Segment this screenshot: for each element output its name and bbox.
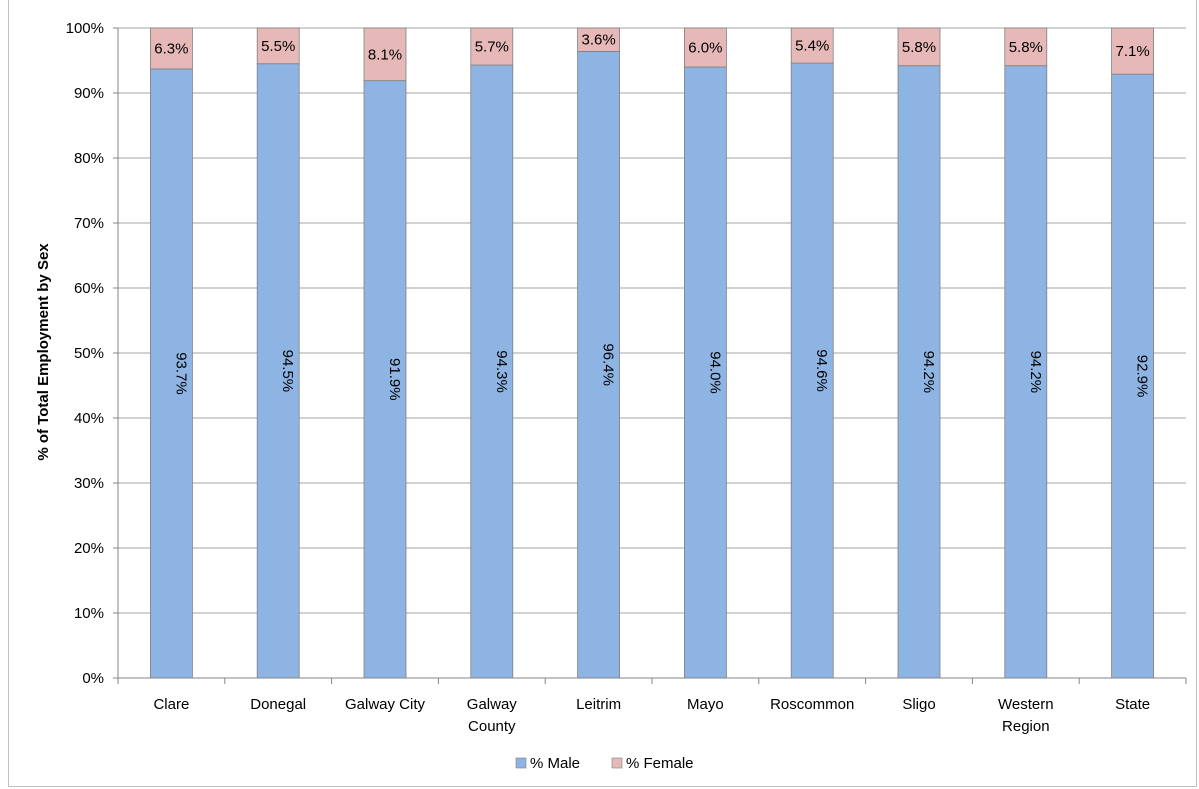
axes: 0% 10% 20% 30% 40% 50% 60% 70% 80% 90% 100% Clare Do… xyxy=(66,20,1187,735)
data-label-female: 5.5% xyxy=(261,38,295,55)
x-tick-label: Galway xyxy=(467,696,518,713)
data-label-male: 94.3% xyxy=(493,350,510,393)
data-label-male: 94.2% xyxy=(1027,351,1044,394)
y-tick-label: 90% xyxy=(74,85,104,102)
bar-female xyxy=(897,27,941,67)
x-tick-label: Region xyxy=(1002,718,1050,735)
x-tick-label: County xyxy=(468,718,516,735)
bar-male xyxy=(897,65,941,679)
data-label-female: 6.0% xyxy=(688,40,722,57)
legend: % Male % Female xyxy=(515,755,694,772)
legend-label-female: % Female xyxy=(626,755,694,772)
bar-female xyxy=(256,27,300,65)
data-label-male: 91.9% xyxy=(386,358,403,401)
legend-swatch-female xyxy=(611,757,623,769)
bar-male xyxy=(1004,65,1048,679)
bar-female xyxy=(470,27,514,66)
data-label-female: 5.8% xyxy=(902,39,936,56)
bar-female xyxy=(1004,27,1048,67)
data-label-male: 93.7% xyxy=(172,352,189,395)
bars xyxy=(149,27,1154,679)
x-tick-label: Sligo xyxy=(902,696,935,713)
bar-male xyxy=(256,63,300,679)
x-tick-label: Mayo xyxy=(687,696,724,713)
data-label-female: 6.3% xyxy=(154,40,188,57)
bar-female xyxy=(790,27,834,64)
y-tick-label: 30% xyxy=(74,475,104,492)
bar-male xyxy=(470,64,514,679)
legend-label-male: % Male xyxy=(530,755,580,772)
data-label-male: 94.5% xyxy=(279,350,296,393)
x-tick-label: State xyxy=(1115,696,1150,713)
x-tick-label: Leitrim xyxy=(576,696,621,713)
x-tick-label: Galway City xyxy=(345,696,426,713)
data-label-male: 94.0% xyxy=(706,351,723,394)
x-tick-label: Roscommon xyxy=(770,696,854,713)
data-label-male: 92.9% xyxy=(1134,355,1151,398)
y-tick-label: 70% xyxy=(74,215,104,232)
bar-male xyxy=(790,62,834,679)
y-tick-label: 60% xyxy=(74,280,104,297)
x-tick-label: Western xyxy=(998,696,1054,713)
bar-female xyxy=(577,27,620,52)
y-tick-label: 100% xyxy=(66,20,104,37)
y-tick-label: 40% xyxy=(74,410,104,427)
y-axis-title: % of Total Employment by Sex xyxy=(35,243,52,461)
bar-female xyxy=(149,27,193,70)
x-tick-label: Donegal xyxy=(250,696,306,713)
bar-male xyxy=(149,68,193,679)
data-label-male: 96.4% xyxy=(600,343,617,386)
y-tick-label: 20% xyxy=(74,540,104,557)
data-label-female: 8.1% xyxy=(368,46,402,63)
y-tick-label: 80% xyxy=(74,150,104,167)
data-label-male: 94.2% xyxy=(920,351,937,394)
data-labels: 93.7% 6.3% 94.5% 5.5% 91.9% 8.1% 94.3% 5.7% 96.4… xyxy=(154,32,1150,401)
bar-female xyxy=(363,27,407,82)
data-label-female: 5.7% xyxy=(475,39,509,56)
data-label-female: 7.1% xyxy=(1115,43,1149,60)
legend-swatch-male xyxy=(515,757,527,769)
data-label-male: 94.6% xyxy=(813,349,830,392)
bar-female xyxy=(1111,27,1154,75)
bar-male xyxy=(577,51,620,679)
x-tick-label: Clare xyxy=(153,696,189,713)
y-tick-label: 10% xyxy=(74,605,104,622)
y-tick-label: 0% xyxy=(82,670,104,687)
bar-female xyxy=(684,27,727,68)
data-label-female: 5.4% xyxy=(795,38,829,55)
data-label-female: 3.6% xyxy=(581,32,615,49)
bar-male xyxy=(363,80,407,679)
data-label-female: 5.8% xyxy=(1009,39,1043,56)
y-tick-label: 50% xyxy=(74,345,104,362)
